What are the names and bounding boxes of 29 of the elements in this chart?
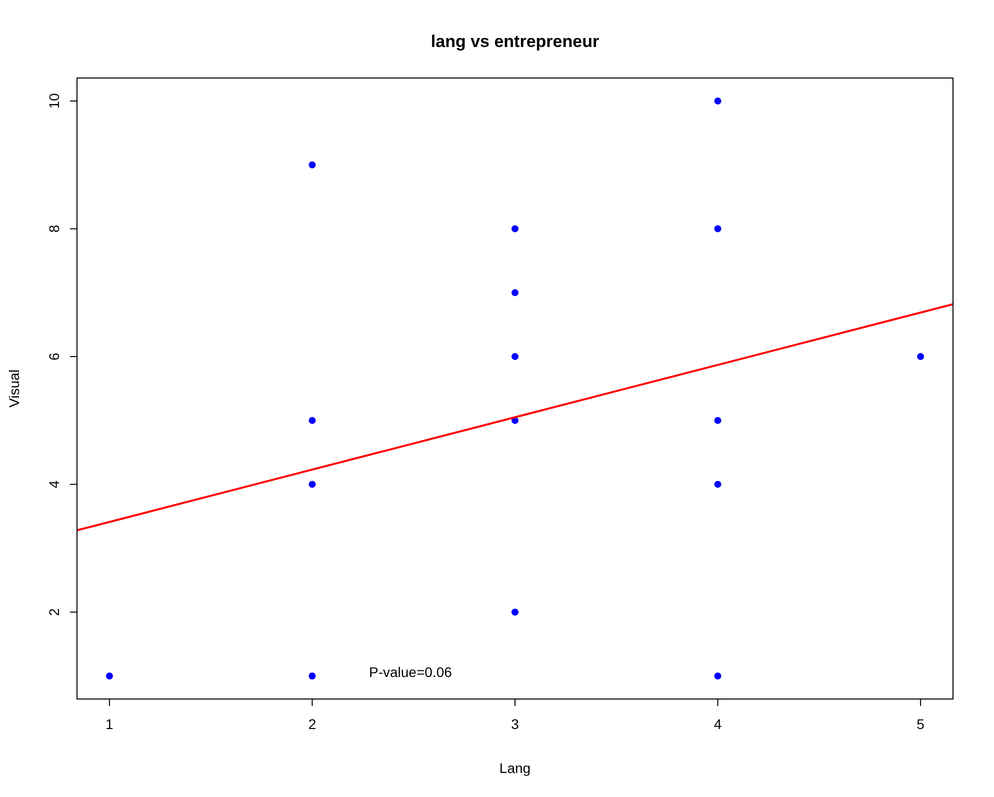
x-tick-label: 2 xyxy=(308,716,316,732)
point xyxy=(512,289,518,296)
chart-title: lang vs entrepreneur xyxy=(430,32,600,51)
point xyxy=(917,353,924,360)
point xyxy=(714,672,722,680)
y-tick-label: 10 xyxy=(46,93,62,109)
point xyxy=(512,225,518,232)
point xyxy=(512,353,518,360)
y-tick-label: 4 xyxy=(46,480,62,488)
point xyxy=(308,161,316,168)
point xyxy=(714,98,722,104)
point xyxy=(512,608,518,616)
annotation: P-value=0.06 xyxy=(369,664,452,680)
x-tick-label: 1 xyxy=(106,716,114,732)
x-tick-label: 5 xyxy=(916,716,925,732)
y-tick-label: 2 xyxy=(46,608,62,616)
x-tick-label: 4 xyxy=(714,716,722,732)
point xyxy=(308,416,316,424)
y-axis-title: Visual xyxy=(6,370,22,408)
x-axis-title: Lang xyxy=(499,760,531,776)
point xyxy=(308,480,316,488)
y-tick-label: 8 xyxy=(46,224,62,233)
point xyxy=(308,672,316,680)
point xyxy=(106,672,113,680)
x-tick-label: 3 xyxy=(511,716,520,732)
y-tick-label: 6 xyxy=(46,352,62,360)
point xyxy=(714,416,722,424)
point xyxy=(714,480,722,488)
point xyxy=(714,225,722,232)
